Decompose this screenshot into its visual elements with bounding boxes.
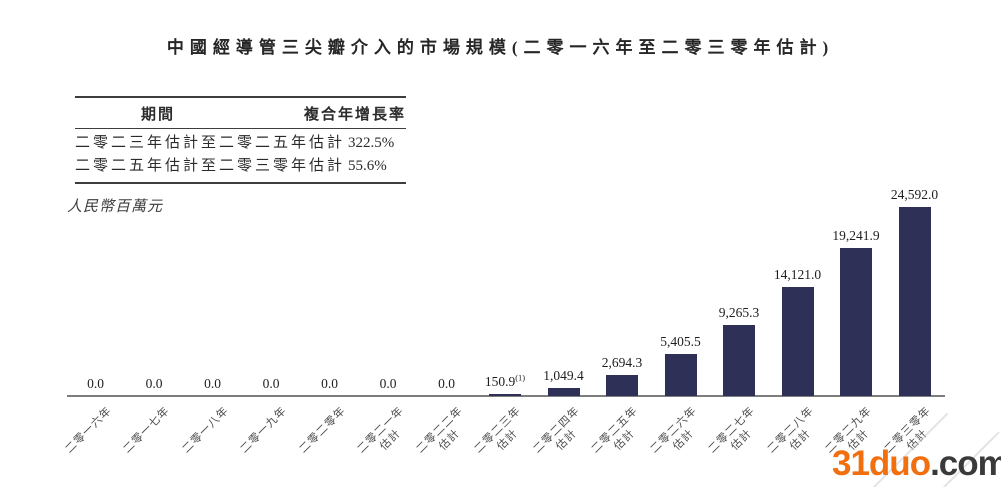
- table-row: 二零二五年估計至二零三零年估計 55.6%: [75, 155, 406, 178]
- cagr-row-period: 二零二三年估計至二零二五年估計: [75, 135, 346, 151]
- cagr-table-body: 二零二三年估計至二零二五年估計 322.5% 二零二五年估計至二零三零年估計 5…: [75, 129, 406, 182]
- bar: [898, 207, 931, 396]
- bar-value-label: 14,121.0: [773, 267, 822, 283]
- cagr-row-value: 322.5%: [348, 135, 395, 151]
- bar-value-label: 0.0: [262, 376, 280, 391]
- bar-value-label: 2,694.3: [601, 355, 643, 371]
- bar-value-label: 1,049.4: [543, 367, 584, 383]
- cagr-row-period: 二零二五年估計至二零三零年估計: [75, 158, 346, 174]
- bar: [840, 248, 872, 396]
- bar-value-label: 0.0: [321, 376, 338, 391]
- bar-value-label: 9,265.3: [718, 304, 760, 320]
- cagr-row-value: 55.6%: [348, 158, 387, 174]
- cagr-table: 期間 複合年增長率 二零二三年估計至二零二五年估計 322.5% 二零二五年估計…: [75, 96, 406, 184]
- bar-value-label: 0.0: [145, 376, 163, 391]
- bar-value-label: 19,241.9: [832, 228, 880, 244]
- cagr-table-header-cagr: 複合年增長率: [303, 107, 406, 123]
- watermark: 31duo.com: [832, 446, 1001, 481]
- cagr-table-header-row: 期間 複合年增長率: [75, 98, 406, 129]
- bar: [781, 287, 814, 396]
- bar: [664, 354, 697, 396]
- bar-value-label: 24,592.0: [890, 187, 939, 202]
- y-axis-unit-label: 人民幣百萬元: [67, 199, 164, 215]
- bar-value-label: 0.0: [87, 376, 104, 391]
- bar: [547, 387, 580, 396]
- watermark-suffix: .com: [930, 444, 1001, 483]
- bar: [606, 375, 638, 396]
- bar-value-label: 0.0: [204, 376, 221, 391]
- chart-title: 中國經導管三尖瓣介入的市場規模(二零一六年至二零三零年估計): [166, 38, 835, 57]
- footnote-marker: (1): [515, 372, 526, 383]
- watermark-brand: 31duo: [832, 444, 931, 483]
- bar-value-label: 0.0: [438, 376, 455, 391]
- bar-value-label: 0.0: [379, 376, 397, 391]
- bar-value-label: 5,405.5: [660, 334, 701, 350]
- bar: [489, 394, 521, 396]
- x-axis-line: [67, 395, 945, 397]
- bar-value-label: 150.9(1): [484, 372, 526, 390]
- table-row: 二零二三年估計至二零二五年估計 322.5%: [75, 132, 406, 155]
- cagr-table-header-period: 期間: [141, 107, 176, 123]
- bar: [723, 324, 755, 396]
